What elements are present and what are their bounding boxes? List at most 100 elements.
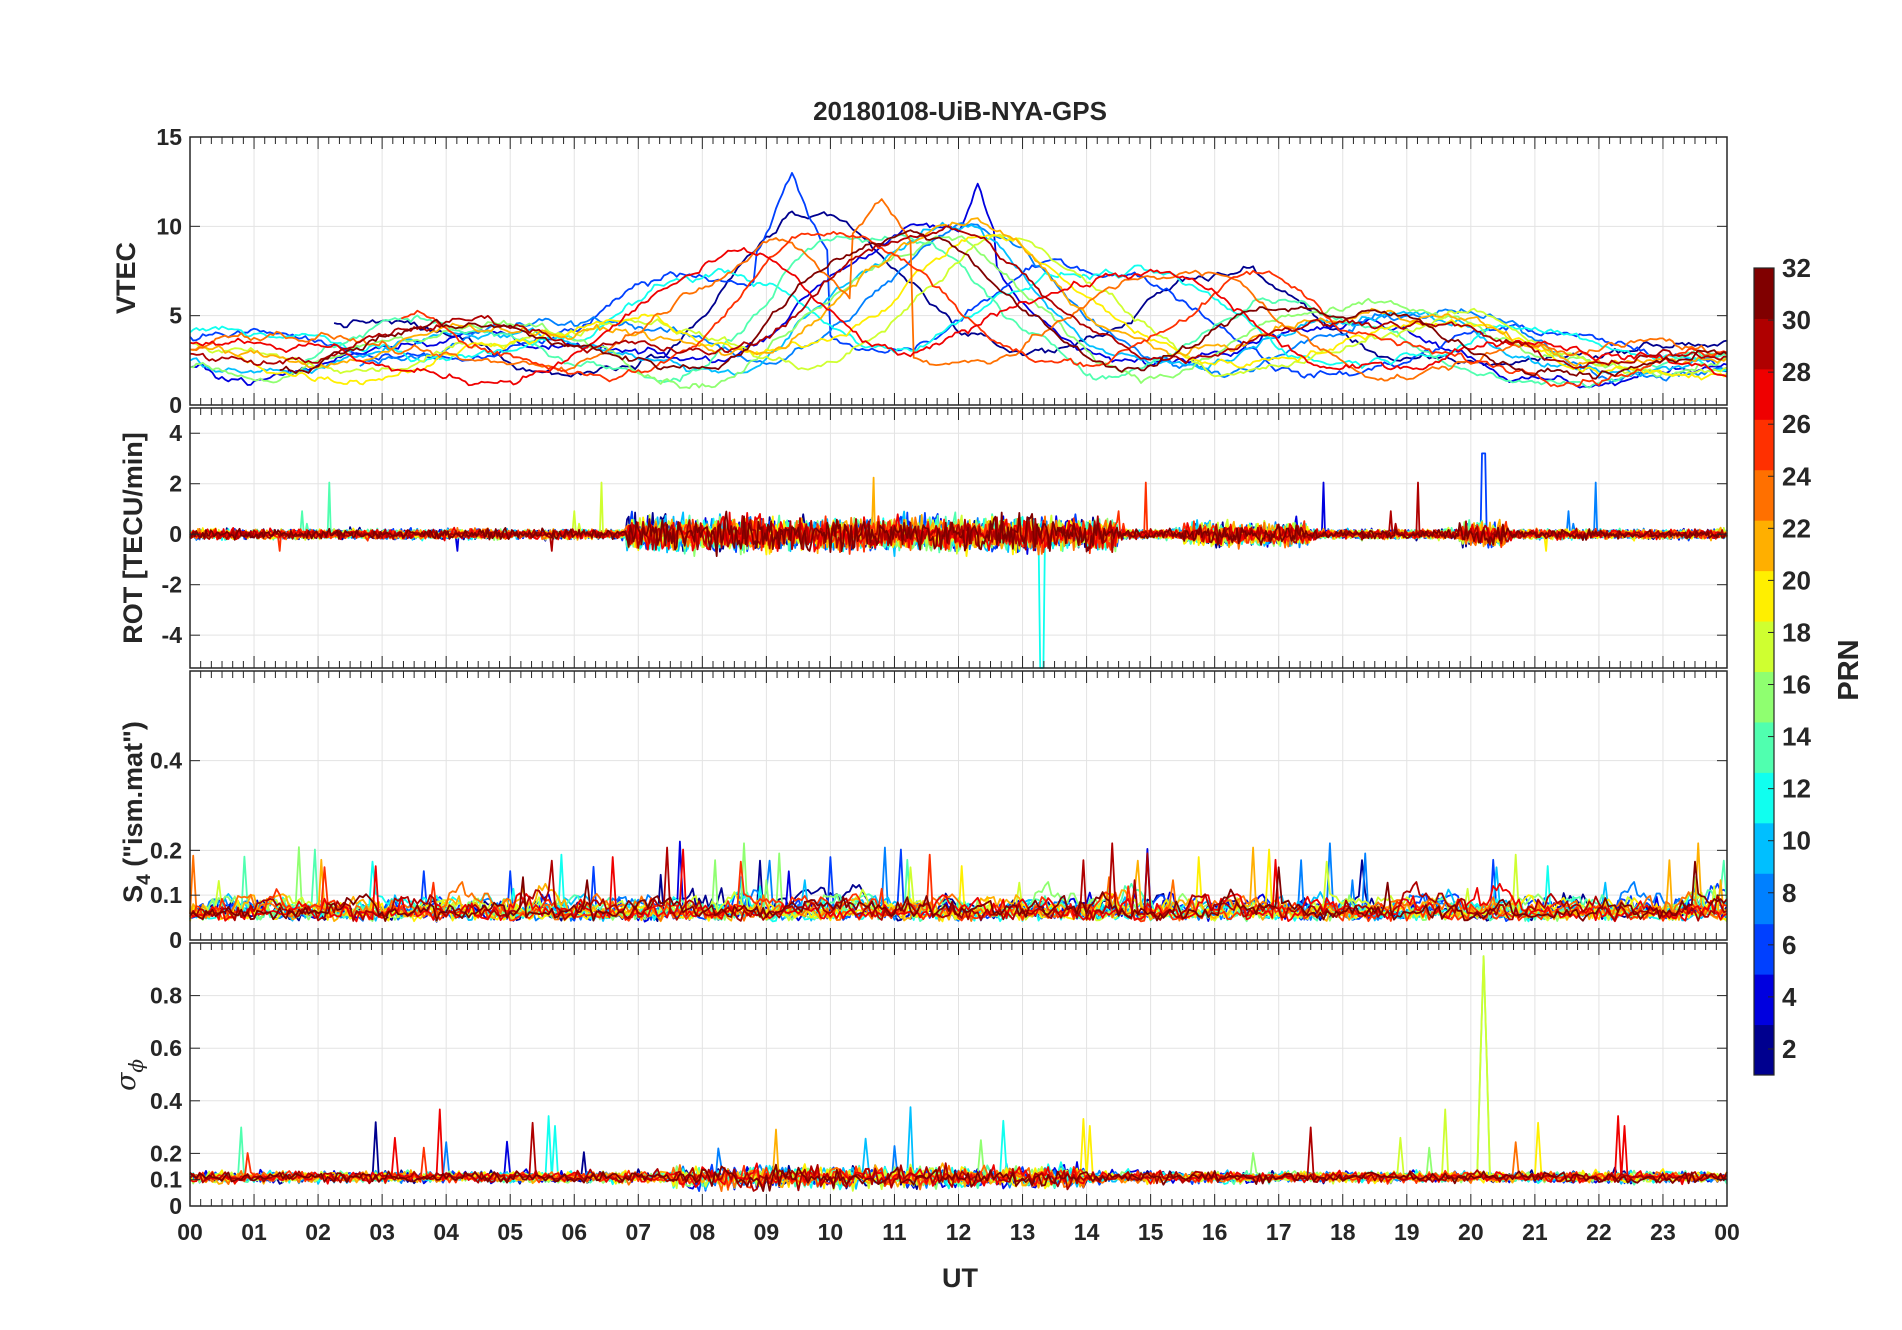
rot-series-line — [189, 515, 1728, 556]
rot-grid — [190, 408, 1727, 668]
vtec-series-line — [279, 229, 1728, 380]
colorbar-band — [1754, 318, 1774, 370]
chart-title: 20180108-UiB-NYA-GPS — [813, 96, 1107, 126]
y-tick-label: 15 — [156, 124, 182, 150]
vtec-panel: 0 5 10 15 — [156, 124, 1728, 418]
y-tick-label: 4 — [169, 420, 182, 446]
panels: 051015-4-202400.10.20.400.10.20.40.60.80… — [150, 124, 1740, 1245]
y-tick-label: 0.4 — [150, 1088, 182, 1114]
colorbar-tick-label: 2 — [1782, 1034, 1796, 1064]
y-tick-label: 0.1 — [150, 882, 182, 908]
s4-ylabel: S4 ("ism.mat") — [118, 721, 155, 903]
x-tick-label: 03 — [369, 1219, 395, 1245]
rot-series-line — [189, 481, 1728, 553]
y-tick-label: 10 — [156, 213, 182, 239]
colorbar-tick-label: 14 — [1782, 722, 1811, 752]
vtec-ylabel: VTEC — [111, 242, 141, 314]
colorbar-band — [1754, 671, 1774, 723]
y-tick-label: 0.8 — [150, 983, 182, 1009]
y-tick-label: 0 — [169, 392, 182, 418]
y-tick-label: 0.2 — [150, 1140, 182, 1166]
y-tick-label: -2 — [162, 572, 182, 598]
sigma_phi-panel: 00.10.2 0.4 0.6 0.8 — [150, 942, 1728, 1219]
x-tick-label: 11 — [882, 1219, 907, 1245]
y-tick-label: 0.1 — [150, 1167, 182, 1193]
x-tick-label: 09 — [754, 1219, 780, 1245]
y-tick-label: 0 — [169, 521, 182, 547]
colorbar-band — [1754, 469, 1774, 521]
colorbar-band — [1754, 419, 1774, 471]
colorbar-tick-label: 22 — [1782, 513, 1811, 543]
x-tick-label: 00 — [177, 1219, 203, 1245]
colorbar-tick-label: 28 — [1782, 357, 1811, 387]
s4-ylabel-sub: 4 — [134, 874, 155, 885]
colorbar-band — [1754, 520, 1774, 572]
sigma-ylabel-sym: σ — [111, 1071, 142, 1091]
x-tick-label: 00 — [1714, 1219, 1740, 1245]
sigma_phi-grid — [190, 943, 1727, 1207]
x-tick-label: 06 — [561, 1219, 587, 1245]
colorbar-band — [1754, 974, 1774, 1026]
vtec-series — [189, 172, 1728, 390]
sigma_phi-series-line — [189, 1146, 1728, 1189]
sigma-ylabel-sub: ϕ — [124, 1059, 148, 1073]
colorbar-band — [1754, 368, 1774, 420]
sigma-ylabel: σϕ — [111, 1059, 148, 1091]
x-tick-label: 17 — [1266, 1219, 1292, 1245]
vtec-series-line — [189, 225, 1727, 370]
colorbar-tick-label: 10 — [1782, 826, 1811, 856]
s4-grid — [190, 671, 1727, 941]
y-tick-label: 0.4 — [150, 748, 182, 774]
colorbar-tick-label: 24 — [1782, 461, 1811, 491]
colorbar-tick-label: 26 — [1782, 409, 1811, 439]
s4-ylabel-rest: ("ism.mat") — [118, 721, 148, 874]
x-tick-label: 15 — [1138, 1219, 1164, 1245]
x-tick-label: 10 — [818, 1219, 844, 1245]
colorbar-band — [1754, 268, 1774, 319]
x-tick-label: 23 — [1650, 1219, 1676, 1245]
colorbar-band — [1754, 772, 1774, 824]
x-tick-label: 02 — [305, 1219, 331, 1245]
vtec-series-line — [189, 233, 1728, 378]
rot-panel: -4 -2 0 2 4 — [162, 407, 1728, 669]
colorbar-band — [1754, 570, 1774, 622]
colorbar-band — [1754, 923, 1774, 975]
y-tick-label: 0 — [169, 927, 182, 953]
x-tick-label: 18 — [1330, 1219, 1356, 1245]
colorbar-frame — [1753, 267, 1775, 1076]
colorbar-tick-label: 6 — [1782, 930, 1796, 960]
colorbar-band — [1754, 1024, 1774, 1076]
vtec-series-line — [189, 172, 1728, 379]
colorbar-band — [1754, 873, 1774, 925]
vtec-series-line — [400, 230, 1728, 388]
x-tick-label: 13 — [1010, 1219, 1036, 1245]
x-tick-label: 20 — [1458, 1219, 1484, 1245]
vtec-series-line — [359, 222, 1728, 384]
sigma_phi-ticks: 00.10.2 0.4 0.6 0.8 — [150, 943, 1728, 1219]
colorbar-band — [1754, 621, 1774, 672]
s4-series-line — [189, 860, 1728, 922]
colorbar-tick-label: 8 — [1782, 878, 1796, 908]
rot-series-line — [189, 510, 1728, 557]
s4-ylabel-main: S — [118, 885, 148, 903]
x-axis-label: UT — [942, 1263, 978, 1293]
s4-series — [189, 840, 1728, 923]
x-tick-label: 12 — [946, 1219, 972, 1245]
y-tick-label: 2 — [169, 471, 182, 497]
vtec-series-line — [189, 198, 1728, 382]
y-tick-label: -4 — [162, 622, 183, 648]
x-tick-labels: 00 01 02 03 04 05 06 07 08 09 10 11 12 13 14 15 16 17 18 19… — [177, 1219, 1740, 1245]
vtec-series-line — [189, 264, 1728, 372]
colorbar-band — [1754, 822, 1774, 874]
x-tick-label: 07 — [625, 1219, 651, 1245]
vtec-series-line — [333, 210, 1728, 378]
colorbar-label: PRN — [1833, 639, 1865, 700]
colorbar-tick-label: 12 — [1782, 774, 1811, 804]
rot-series — [189, 452, 1728, 669]
colorbar-band — [1754, 721, 1774, 773]
colorbar-tick-label: 4 — [1782, 982, 1797, 1012]
x-tick-label: 19 — [1394, 1219, 1420, 1245]
colorbar-tick-label: 20 — [1782, 565, 1811, 595]
